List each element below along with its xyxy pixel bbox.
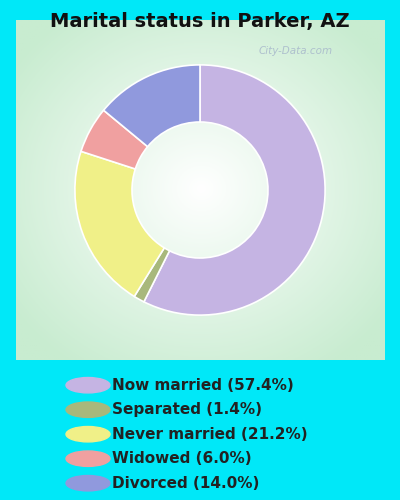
Circle shape <box>66 476 110 491</box>
Wedge shape <box>81 110 148 169</box>
Text: City-Data.com: City-Data.com <box>258 46 332 56</box>
Text: Separated (1.4%): Separated (1.4%) <box>112 402 262 417</box>
Circle shape <box>66 402 110 417</box>
Circle shape <box>66 378 110 393</box>
Wedge shape <box>134 248 170 302</box>
Circle shape <box>66 451 110 466</box>
Text: Now married (57.4%): Now married (57.4%) <box>112 378 294 392</box>
Text: Widowed (6.0%): Widowed (6.0%) <box>112 451 252 466</box>
Text: Never married (21.2%): Never married (21.2%) <box>112 426 308 442</box>
Wedge shape <box>104 65 200 146</box>
Circle shape <box>66 426 110 442</box>
Wedge shape <box>75 152 164 296</box>
Text: Marital status in Parker, AZ: Marital status in Parker, AZ <box>50 12 350 32</box>
Text: Divorced (14.0%): Divorced (14.0%) <box>112 476 259 490</box>
Wedge shape <box>144 65 325 315</box>
